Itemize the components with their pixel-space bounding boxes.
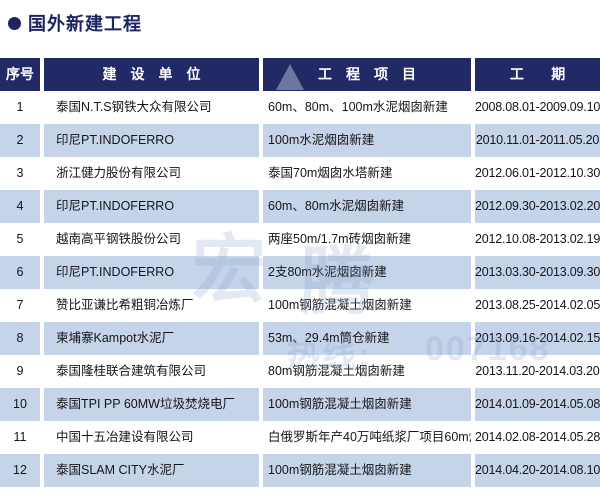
row-serial: 7 — [16, 298, 24, 312]
table-row: 3 浙江健力股份有限公司 泰国70m烟囱水塔新建 2012.06.01-2012… — [0, 157, 600, 190]
column-header-unit: 建 设 单 位 — [44, 58, 259, 91]
column-header-project: 工 程 项 目 — [263, 58, 471, 91]
table-row: 7 赞比亚谦比希粗铜冶炼厂 100m钢筋混凝土烟囱新建 2013.08.25-2… — [0, 289, 600, 322]
row-serial: 5 — [16, 232, 24, 246]
row-period: 2013.03.30-2013.09.30 — [475, 256, 600, 289]
table-row: 1 泰国N.T.S钢铁大众有限公司 60m、80m、100m水泥烟囱新建 200… — [0, 91, 600, 124]
table-row: 6 印尼PT.INDOFERRO 2支80m水泥烟囱新建 2013.03.30-… — [0, 256, 600, 289]
row-serial: 9 — [16, 364, 24, 378]
row-period: 2010.11.01-2011.05.20 — [475, 124, 600, 157]
table-row: 12 泰国SLAM CITY水泥厂 100m钢筋混凝土烟囱新建 2014.04.… — [0, 454, 600, 487]
column-header-period: 工 期 — [475, 58, 600, 91]
row-project: 两座50m/1.7m砖烟囱新建 — [268, 232, 412, 246]
row-period: 2012.06.01-2012.10.30 — [475, 166, 600, 180]
table-row: 9 泰国隆桂联合建筑有限公司 80m钢筋混凝土烟囱新建 2013.11.20-2… — [0, 355, 600, 388]
row-unit: 印尼PT.INDOFERRO — [44, 256, 259, 289]
table-row: 11 中国十五冶建设有限公司 白俄罗斯年产40万吨纸浆厂项目60m烟囱新建 20… — [0, 421, 600, 454]
row-project: 53m、29.4m筒仓新建 — [263, 322, 471, 355]
row-project: 100m水泥烟囱新建 — [263, 124, 471, 157]
row-period: 2012.10.08-2013.02.19 — [475, 232, 600, 246]
row-serial: 6 — [0, 256, 40, 289]
row-serial: 8 — [0, 322, 40, 355]
row-period: 2014.04.20-2014.08.10 — [475, 454, 600, 487]
row-project: 100m钢筋混凝土烟囱新建 — [263, 388, 471, 421]
table-body: 1 泰国N.T.S钢铁大众有限公司 60m、80m、100m水泥烟囱新建 200… — [0, 91, 600, 487]
row-period: 2013.09.16-2014.02.15 — [475, 322, 600, 355]
row-project: 2支80m水泥烟囱新建 — [263, 256, 471, 289]
row-project: 60m、80m水泥烟囱新建 — [263, 190, 471, 223]
row-unit: 越南高平钢铁股份公司 — [56, 232, 182, 246]
row-unit: 印尼PT.INDOFERRO — [44, 190, 259, 223]
row-unit: 赞比亚谦比希粗铜冶炼厂 — [56, 298, 194, 312]
row-serial: 1 — [16, 100, 24, 114]
row-unit: 柬埔寨Kampot水泥厂 — [44, 322, 259, 355]
table-row: 8 柬埔寨Kampot水泥厂 53m、29.4m筒仓新建 2013.09.16-… — [0, 322, 600, 355]
row-unit: 泰国N.T.S钢铁大众有限公司 — [56, 100, 212, 114]
row-unit: 泰国SLAM CITY水泥厂 — [44, 454, 259, 487]
row-project: 80m钢筋混凝土烟囱新建 — [268, 364, 405, 378]
table-row: 2 印尼PT.INDOFERRO 100m水泥烟囱新建 2010.11.01-2… — [0, 124, 600, 157]
row-period: 2012.09.30-2013.02.20 — [475, 190, 600, 223]
row-period: 2014.01.09-2014.05.08 — [475, 388, 600, 421]
table-row: 5 越南高平钢铁股份公司 两座50m/1.7m砖烟囱新建 2012.10.08-… — [0, 223, 600, 256]
page-title: 国外新建工程 — [28, 14, 142, 34]
row-unit: 中国十五冶建设有限公司 — [56, 430, 194, 444]
bullet-icon — [8, 16, 21, 30]
row-project: 泰国70m烟囱水塔新建 — [268, 166, 393, 180]
row-serial: 2 — [0, 124, 40, 157]
row-project: 60m、80m、100m水泥烟囱新建 — [268, 100, 448, 114]
row-period: 2013.11.20-2014.03.20 — [475, 364, 600, 378]
row-period: 2013.08.25-2014.02.05 — [475, 298, 600, 312]
row-serial: 10 — [0, 388, 40, 421]
row-unit: 浙江健力股份有限公司 — [56, 166, 182, 180]
row-period: 2008.08.01-2009.09.10 — [475, 100, 600, 114]
row-unit: 印尼PT.INDOFERRO — [44, 124, 259, 157]
table-row: 4 印尼PT.INDOFERRO 60m、80m水泥烟囱新建 2012.09.3… — [0, 190, 600, 223]
row-serial: 4 — [0, 190, 40, 223]
row-project: 白俄罗斯年产40万吨纸浆厂项目60m烟囱新建 — [268, 430, 471, 444]
table-header: 序号 建 设 单 位 工 程 项 目 工 期 — [0, 58, 600, 91]
row-project: 100m钢筋混凝土烟囱新建 — [263, 454, 471, 487]
row-period: 2014.02.08-2014.05.28 — [475, 430, 600, 444]
row-project: 100m钢筋混凝土烟囱新建 — [268, 298, 412, 312]
row-unit: 泰国隆桂联合建筑有限公司 — [56, 364, 207, 378]
projects-table: 序号 建 设 单 位 工 程 项 目 工 期 1 泰国N.T.S钢铁大众有限公司… — [0, 58, 600, 487]
table-row: 10 泰国TPI PP 60MW垃圾焚烧电厂 100m钢筋混凝土烟囱新建 201… — [0, 388, 600, 421]
row-unit: 泰国TPI PP 60MW垃圾焚烧电厂 — [44, 388, 259, 421]
column-header-no: 序号 — [0, 58, 40, 91]
row-serial: 12 — [0, 454, 40, 487]
row-serial: 3 — [16, 166, 24, 180]
title-row: 国外新建工程 — [8, 10, 142, 36]
row-serial: 11 — [13, 430, 27, 444]
